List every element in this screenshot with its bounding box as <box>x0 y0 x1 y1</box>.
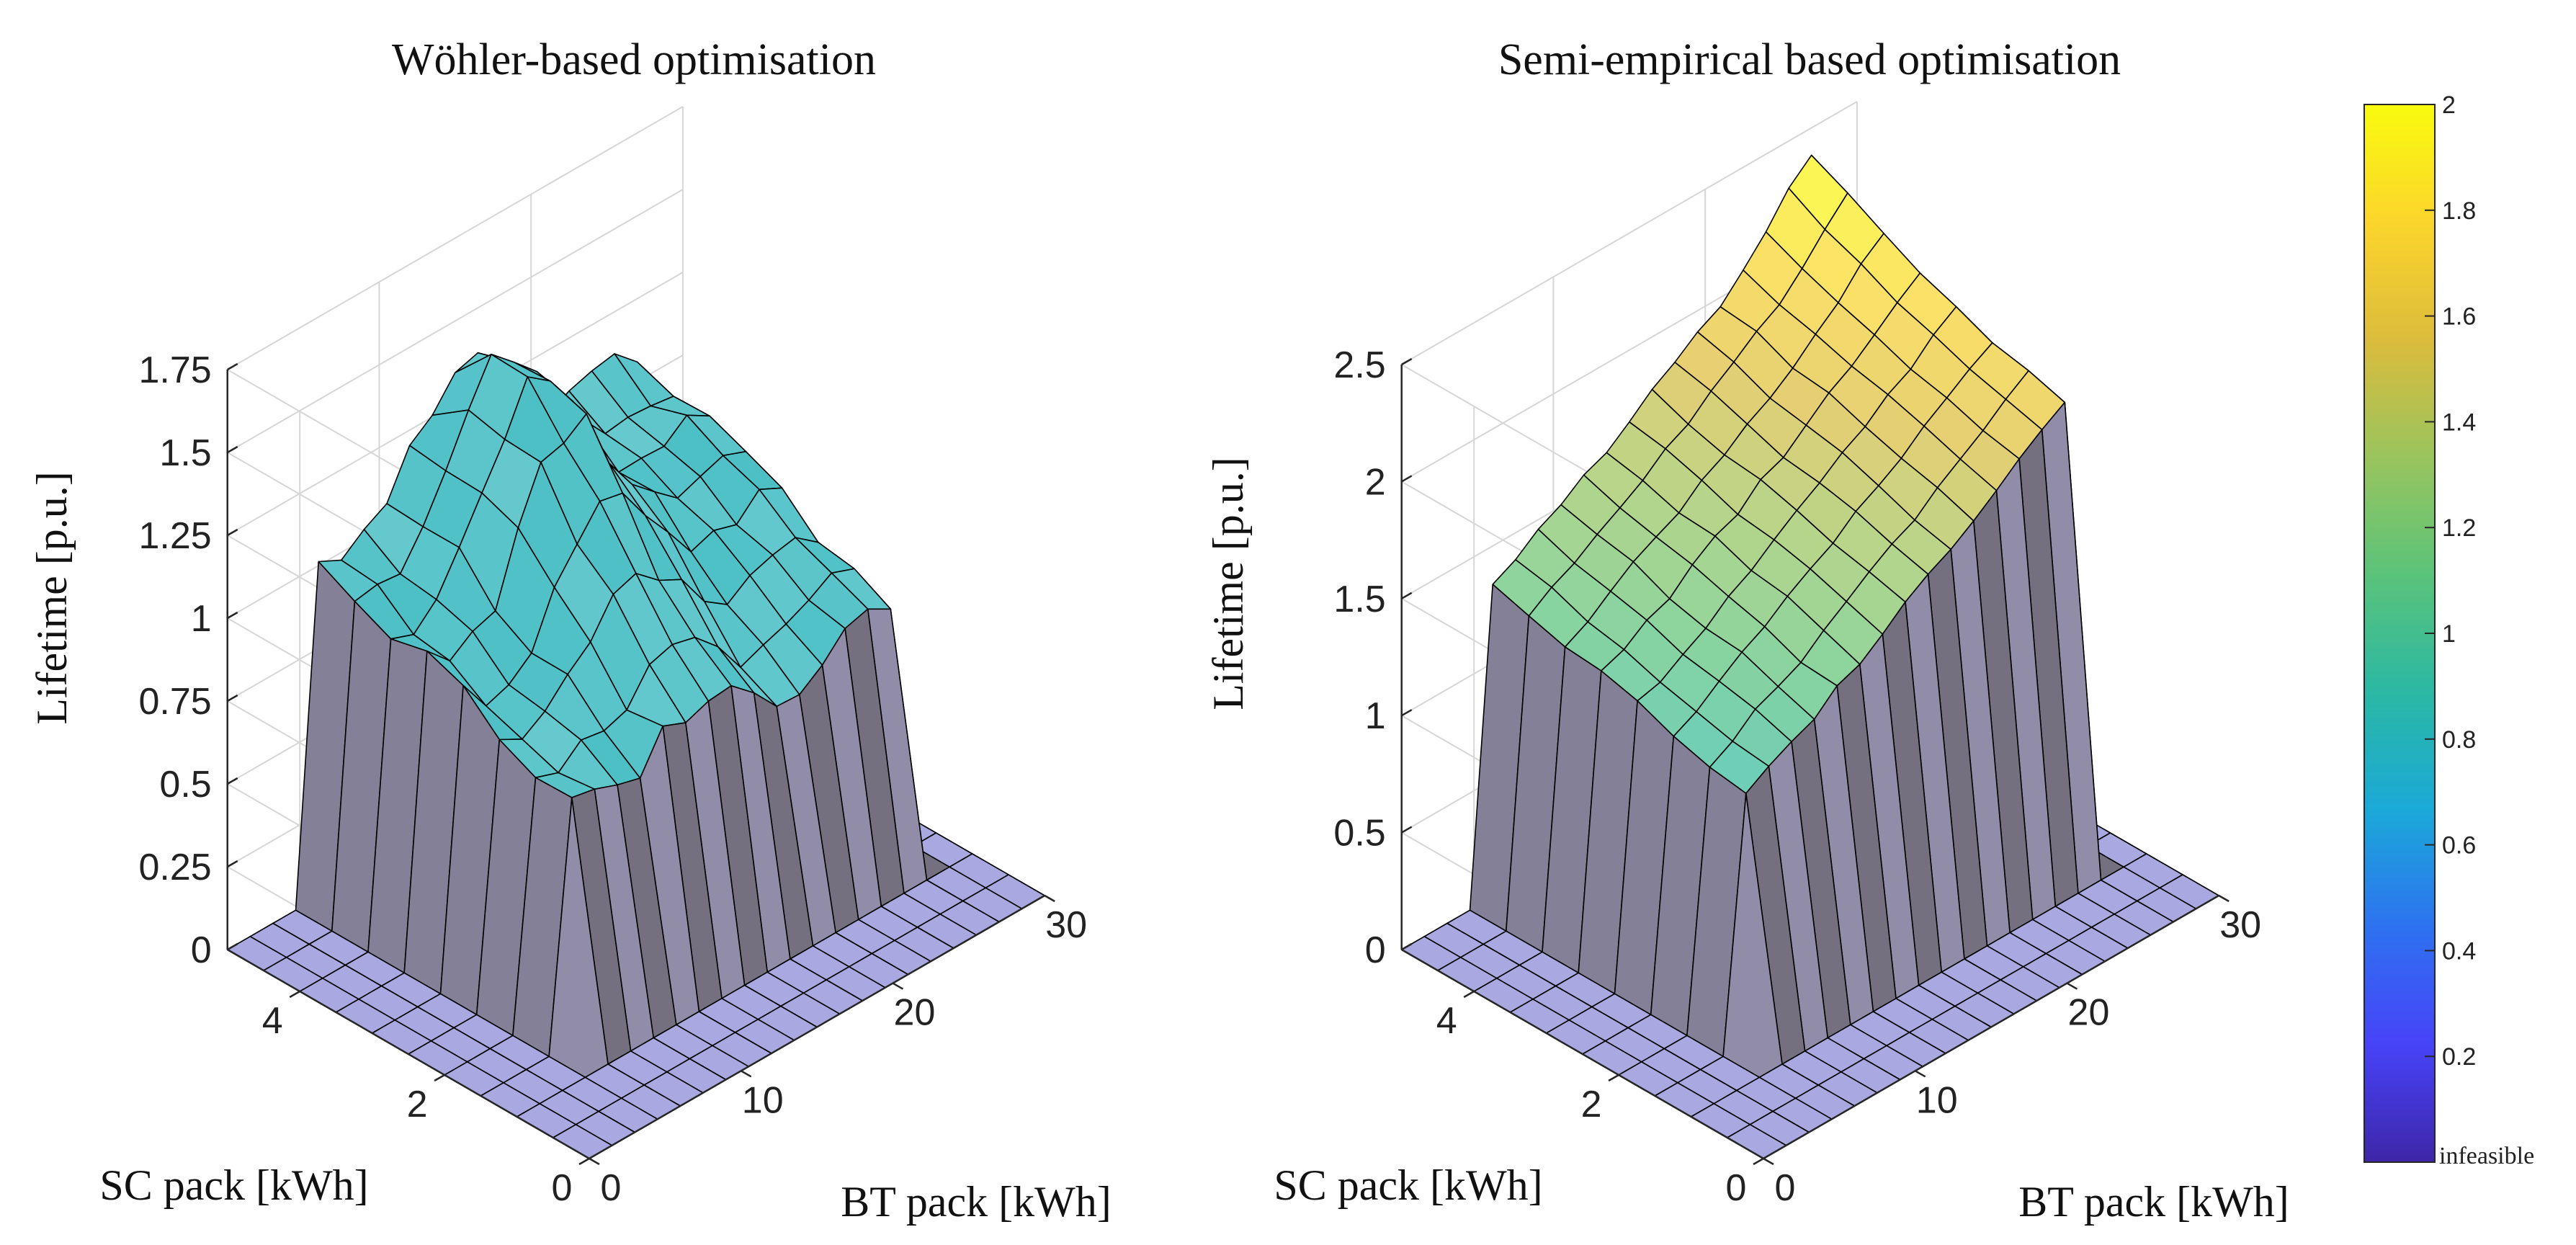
x-tick-label: 30 <box>1045 904 1087 946</box>
axes: 0 10 20 30 0 2 4 0 0.5 1 1.5 2 2.5 <box>1333 344 2261 1209</box>
y-axis-line <box>227 948 590 1160</box>
z-tick-label: 1.5 <box>1333 579 1385 620</box>
z-tick-mark <box>227 860 238 868</box>
z-tick-label: 0.75 <box>139 681 212 723</box>
axes: 0 10 20 30 0 2 4 0 0.25 0.5 0.75 1 1.25 1.5 1.75 <box>139 349 1088 1209</box>
colorbar-tick-label: 1.8 <box>2442 197 2476 225</box>
z-tick-mark <box>227 445 238 454</box>
z-tick-mark <box>1401 475 1413 483</box>
y-tick-label: 0 <box>552 1167 573 1209</box>
z-tick-label: 0.25 <box>139 847 212 888</box>
y-tick-mark <box>1753 1157 1764 1166</box>
x-tick-label: 0 <box>601 1167 622 1209</box>
z-axis-label: Lifetime [p.u.] <box>28 471 76 725</box>
y-tick-mark <box>1463 990 1475 999</box>
x-axis-label: BT pack [kWh] <box>841 1178 1111 1226</box>
y-axis-line <box>1401 948 1764 1160</box>
y-tick-mark <box>578 1157 590 1166</box>
x-axis-line <box>589 894 1045 1160</box>
x-axis-line <box>1763 894 2219 1160</box>
z-tick-mark <box>227 694 238 702</box>
colorbar-tick-label: 1.2 <box>2442 514 2476 542</box>
y-tick-mark <box>434 1074 445 1082</box>
wohler-chart: 0 10 20 30 0 2 4 0 0.25 0.5 0.75 1 1.25 1.5 1.75 Wöhler… <box>28 35 1112 1226</box>
z-tick-label: 0 <box>1365 929 1386 971</box>
semi-empirical-chart: 0 10 20 30 0 2 4 0 0.5 1 1.5 2 2.5 Semi-empirical bas… <box>1204 35 2289 1226</box>
z-axis-label: Lifetime [p.u.] <box>1204 457 1252 710</box>
z-tick-mark <box>1401 826 1413 834</box>
z-tick-label: 0 <box>191 929 212 971</box>
y-axis-label: SC pack [kWh] <box>99 1161 368 1209</box>
x-axis-label: BT pack [kWh] <box>2018 1178 2289 1226</box>
z-tick-label: 1.5 <box>159 432 211 474</box>
colorbar-tick-label: 2 <box>2442 92 2456 119</box>
x-tick-mark <box>1763 1157 1774 1166</box>
surface <box>1400 154 2219 1159</box>
y-tick-mark <box>1608 1074 1619 1082</box>
x-tick-mark <box>1044 894 1055 903</box>
z-tick-label: 0.5 <box>1333 813 1385 854</box>
y-tick-label: 2 <box>1581 1084 1602 1125</box>
z-tick-mark <box>1401 592 1413 599</box>
z-tick-mark <box>1401 357 1413 366</box>
y-tick-label: 4 <box>1436 1000 1457 1042</box>
z-tick-label: 2.5 <box>1333 344 1385 386</box>
z-tick-label: 1 <box>191 598 212 640</box>
x-tick-label: 10 <box>1916 1079 1958 1121</box>
colorbar-gradient <box>2363 104 2436 1163</box>
surface <box>226 352 1045 1159</box>
chart-title: Semi-empirical based optimisation <box>1498 35 2121 84</box>
z-tick-label: 2 <box>1365 461 1386 503</box>
colorbar-tick-label: 1 <box>2442 620 2456 648</box>
x-tick-mark <box>589 1157 600 1166</box>
z-tick-mark <box>1401 942 1413 951</box>
z-tick-mark <box>1401 709 1413 717</box>
z-tick-label: 1.25 <box>139 515 212 557</box>
z-tick-label: 1 <box>1365 695 1386 737</box>
z-tick-mark <box>227 777 238 785</box>
y-tick-label: 4 <box>262 1000 283 1042</box>
colorbar-tick-label: 0.6 <box>2442 832 2476 860</box>
x-tick-label: 30 <box>2219 904 2261 946</box>
colorbar: 0.2 0.4 0.6 0.8 1 1.2 1.4 1.6 1.8 2 infeasible <box>2363 92 2534 1169</box>
z-tick-mark <box>227 611 238 620</box>
colorbar-infeasible-label: infeasible <box>2439 1143 2534 1169</box>
x-tick-label: 0 <box>1775 1167 1796 1209</box>
colorbar-tick-label: 1.6 <box>2442 303 2476 331</box>
y-tick-label: 0 <box>1726 1167 1747 1209</box>
x-tick-mark <box>892 982 904 990</box>
y-tick-label: 2 <box>407 1084 428 1125</box>
colorbar-tick-label: 0.4 <box>2442 937 2476 965</box>
y-axis-label: SC pack [kWh] <box>1274 1161 1542 1209</box>
x-tick-mark <box>1915 1070 1926 1078</box>
x-tick-label: 10 <box>742 1079 784 1121</box>
z-tick-label: 1.75 <box>139 349 212 391</box>
z-tick-mark <box>227 942 238 951</box>
colorbar-tick-label: 1.4 <box>2442 409 2476 436</box>
chart-title: Wöhler-based optimisation <box>392 35 876 84</box>
z-tick-mark <box>227 362 238 371</box>
z-tick-label: 0.5 <box>159 764 211 806</box>
x-tick-label: 20 <box>2068 992 2110 1034</box>
y-tick-mark <box>289 990 300 999</box>
x-tick-mark <box>2066 982 2078 990</box>
z-tick-mark <box>227 528 238 537</box>
x-tick-label: 20 <box>894 992 936 1034</box>
x-tick-mark <box>741 1070 752 1078</box>
colorbar-tick-label: 0.2 <box>2442 1043 2476 1071</box>
colorbar-tick-label: 0.8 <box>2442 726 2476 754</box>
x-tick-mark <box>2218 894 2230 903</box>
